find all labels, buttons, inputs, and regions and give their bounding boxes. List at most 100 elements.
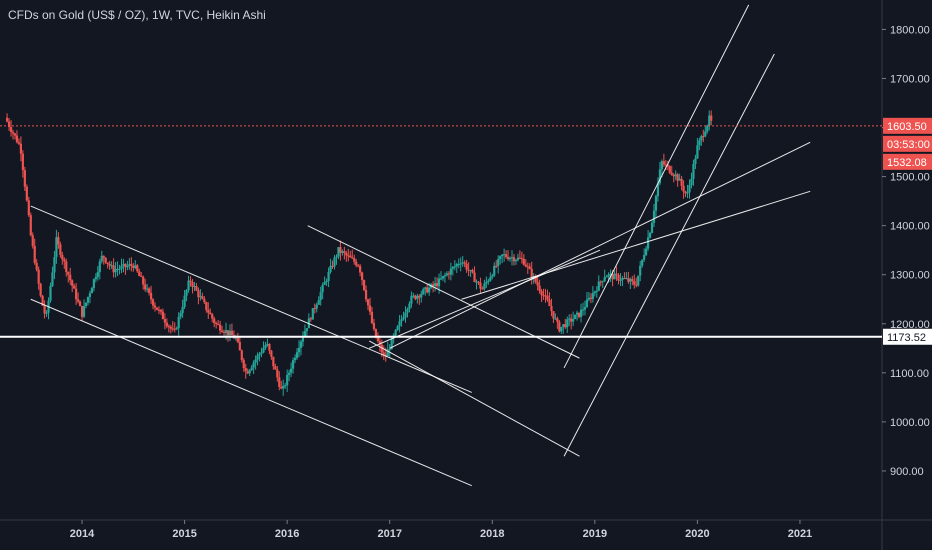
candle-body — [544, 295, 547, 297]
candle-body — [357, 265, 360, 267]
candle-body — [171, 328, 174, 330]
candle-body — [546, 295, 549, 301]
candle-body — [195, 286, 198, 291]
candle-body — [110, 265, 113, 267]
candle-body — [149, 292, 153, 300]
candle-body — [45, 312, 48, 314]
candle-body — [522, 258, 525, 265]
candle-body — [82, 306, 86, 317]
x-tick-label: 2020 — [685, 528, 709, 540]
candle-body — [61, 254, 64, 260]
candle-body — [364, 290, 368, 300]
candle-body — [94, 277, 97, 280]
trend-line — [461, 190, 811, 300]
candle-body — [51, 272, 54, 286]
candle-body — [230, 330, 234, 336]
candle-body — [266, 343, 269, 346]
candle-body — [114, 269, 117, 273]
trend-line — [563, 4, 750, 369]
candle-body — [380, 344, 383, 353]
candle-body — [260, 352, 263, 354]
candle-body — [463, 262, 466, 264]
candle-body — [213, 318, 216, 324]
candle-body — [510, 257, 514, 259]
candle-body — [116, 268, 119, 270]
trend-line — [563, 53, 775, 457]
candle-body — [106, 262, 109, 264]
candle-body — [386, 349, 389, 357]
candle-body — [570, 318, 573, 322]
candle-body — [443, 275, 447, 277]
candle-body — [226, 330, 230, 336]
candle-body — [461, 262, 464, 264]
candle-body — [148, 288, 151, 293]
candle-body — [23, 170, 26, 187]
candle-body — [583, 307, 587, 310]
candle-body — [39, 283, 42, 296]
candle-body — [682, 185, 685, 192]
candle-body — [617, 275, 620, 281]
candle-body — [708, 115, 711, 126]
candle-body — [445, 273, 449, 276]
candle-body — [646, 237, 650, 249]
candle-body — [504, 254, 508, 257]
candle-body — [222, 331, 226, 333]
y-tick-label: 1400.00 — [890, 221, 930, 233]
candle-body — [75, 288, 78, 300]
candle-body — [144, 284, 147, 290]
candle-body — [477, 281, 480, 283]
candle-body — [256, 355, 259, 360]
candle-body — [17, 142, 21, 144]
candle-body — [161, 311, 165, 320]
candle-body — [530, 268, 533, 278]
candle-body — [453, 266, 456, 268]
candle-body — [384, 354, 387, 357]
candle-body — [648, 232, 652, 238]
candle-body — [96, 272, 99, 278]
candle-body — [418, 295, 421, 298]
candle-body — [291, 360, 295, 369]
candle-body — [297, 347, 301, 353]
candle-body — [465, 263, 468, 270]
candle-body — [554, 318, 557, 320]
y-tick-label: 1300.00 — [890, 270, 930, 282]
candle-body — [704, 131, 707, 137]
candle-body — [179, 312, 182, 317]
candle-body — [599, 281, 602, 283]
candle-body — [286, 374, 289, 386]
candle-body — [593, 291, 596, 294]
candle-body — [323, 282, 326, 285]
candle-body — [355, 261, 358, 266]
candle-body — [130, 264, 133, 266]
candle-body — [623, 277, 626, 279]
candle-body — [660, 161, 663, 170]
candle-body — [252, 362, 255, 368]
candle-body — [672, 174, 675, 177]
candle-body — [193, 286, 196, 288]
candle-body — [236, 337, 239, 343]
candle-body — [658, 169, 662, 184]
candle-body — [211, 314, 214, 319]
x-tick-label: 2021 — [788, 528, 812, 540]
countdown-label: 03:53:00 — [887, 139, 930, 151]
candle-body — [503, 254, 506, 256]
candle-body — [629, 279, 632, 282]
candle-body — [100, 255, 103, 262]
candle-body — [321, 284, 324, 293]
candle-body — [420, 293, 423, 298]
candle-body — [305, 328, 308, 332]
candle-body — [516, 257, 520, 261]
candle-body — [469, 270, 472, 272]
x-tick-label: 2017 — [377, 528, 401, 540]
candle-body — [473, 272, 476, 283]
candle-body — [666, 164, 669, 167]
candle-body — [339, 247, 342, 253]
candle-body — [288, 372, 291, 375]
candle-body — [637, 275, 640, 286]
candle-body — [396, 326, 399, 330]
candle-body — [416, 295, 419, 299]
current-price-tag — [883, 117, 932, 134]
candle-body — [485, 281, 488, 284]
y-tick-label: 1000.00 — [890, 417, 930, 429]
